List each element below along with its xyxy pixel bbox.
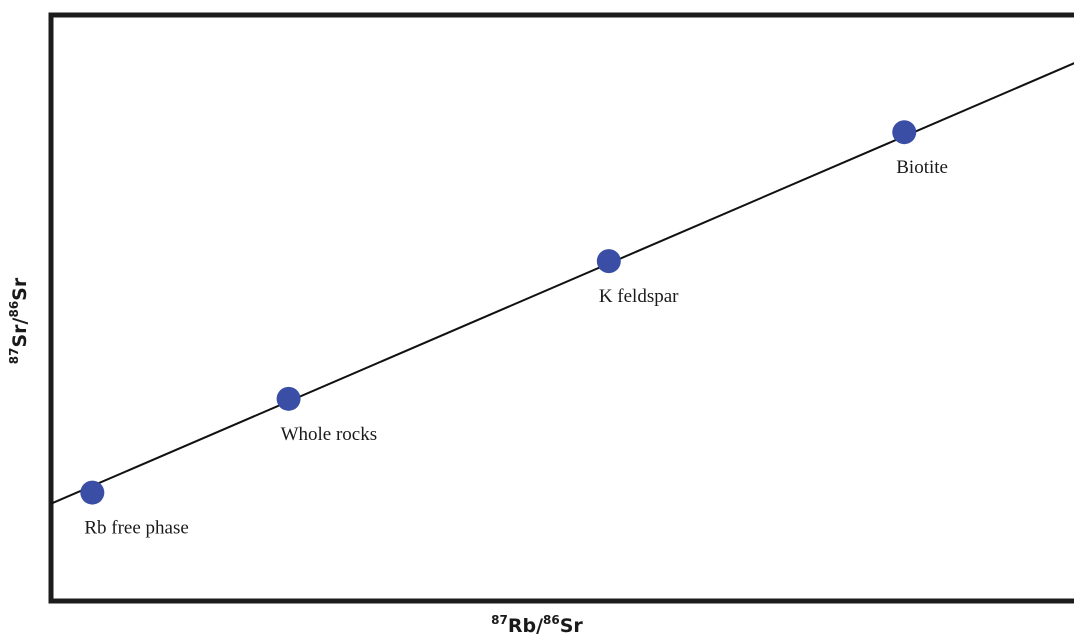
data-point-biotite	[892, 120, 917, 145]
point-label-rb-free-phase: Rb free phase	[84, 518, 188, 539]
y-title-base-1: Sr/	[9, 317, 31, 347]
plot-frame	[48, 12, 1074, 604]
isochron-line-group	[50, 62, 1074, 505]
x-title-sup-2: 86	[543, 613, 560, 627]
point-label-k-feldspar: K feldspar	[599, 286, 679, 307]
isochron-line	[50, 62, 1074, 505]
x-axis-title: 87Rb/86Sr	[491, 613, 583, 637]
data-point-rb-free-phase	[80, 480, 105, 505]
x-title-base-1: Rb/	[508, 615, 543, 637]
x-title-base-2: Sr	[560, 615, 584, 637]
point-label-whole-rocks: Whole rocks	[281, 424, 378, 445]
data-point-whole-rocks	[276, 386, 301, 411]
y-axis-title: 87Sr/86Sr	[7, 277, 31, 364]
data-points	[80, 120, 917, 505]
y-title-sup-1: 87	[7, 348, 21, 365]
y-title-sup-2: 86	[7, 301, 21, 318]
data-point-k-feldspar	[596, 249, 621, 274]
x-title-sup-1: 87	[491, 613, 508, 627]
point-labels: Rb free phase Whole rocks K feldspar Biotit…	[84, 157, 948, 538]
y-title-base-2: Sr	[9, 277, 31, 301]
plot-border	[48, 12, 1074, 604]
point-label-biotite: Biotite	[896, 157, 948, 178]
